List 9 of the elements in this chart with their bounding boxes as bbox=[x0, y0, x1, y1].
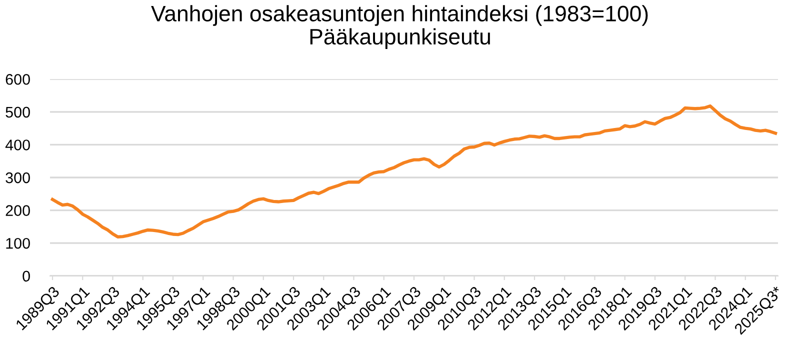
y-tick-label: 400 bbox=[5, 140, 30, 150]
y-tick-label: 600 bbox=[6, 74, 30, 85]
y-tick-label: 0 bbox=[22, 270, 30, 282]
y-tick-label: 500 bbox=[6, 106, 30, 118]
chart-title: Vanhojen osakeasuntojen hintaindeksi (1983=100) Pääkaupunkiseutu bbox=[151, 5, 648, 50]
line-series bbox=[50, 104, 778, 238]
y-tick-label: 300 bbox=[6, 172, 30, 184]
y-tick-label: 100 bbox=[6, 238, 30, 249]
y-tick-label: 200 bbox=[6, 205, 30, 216]
